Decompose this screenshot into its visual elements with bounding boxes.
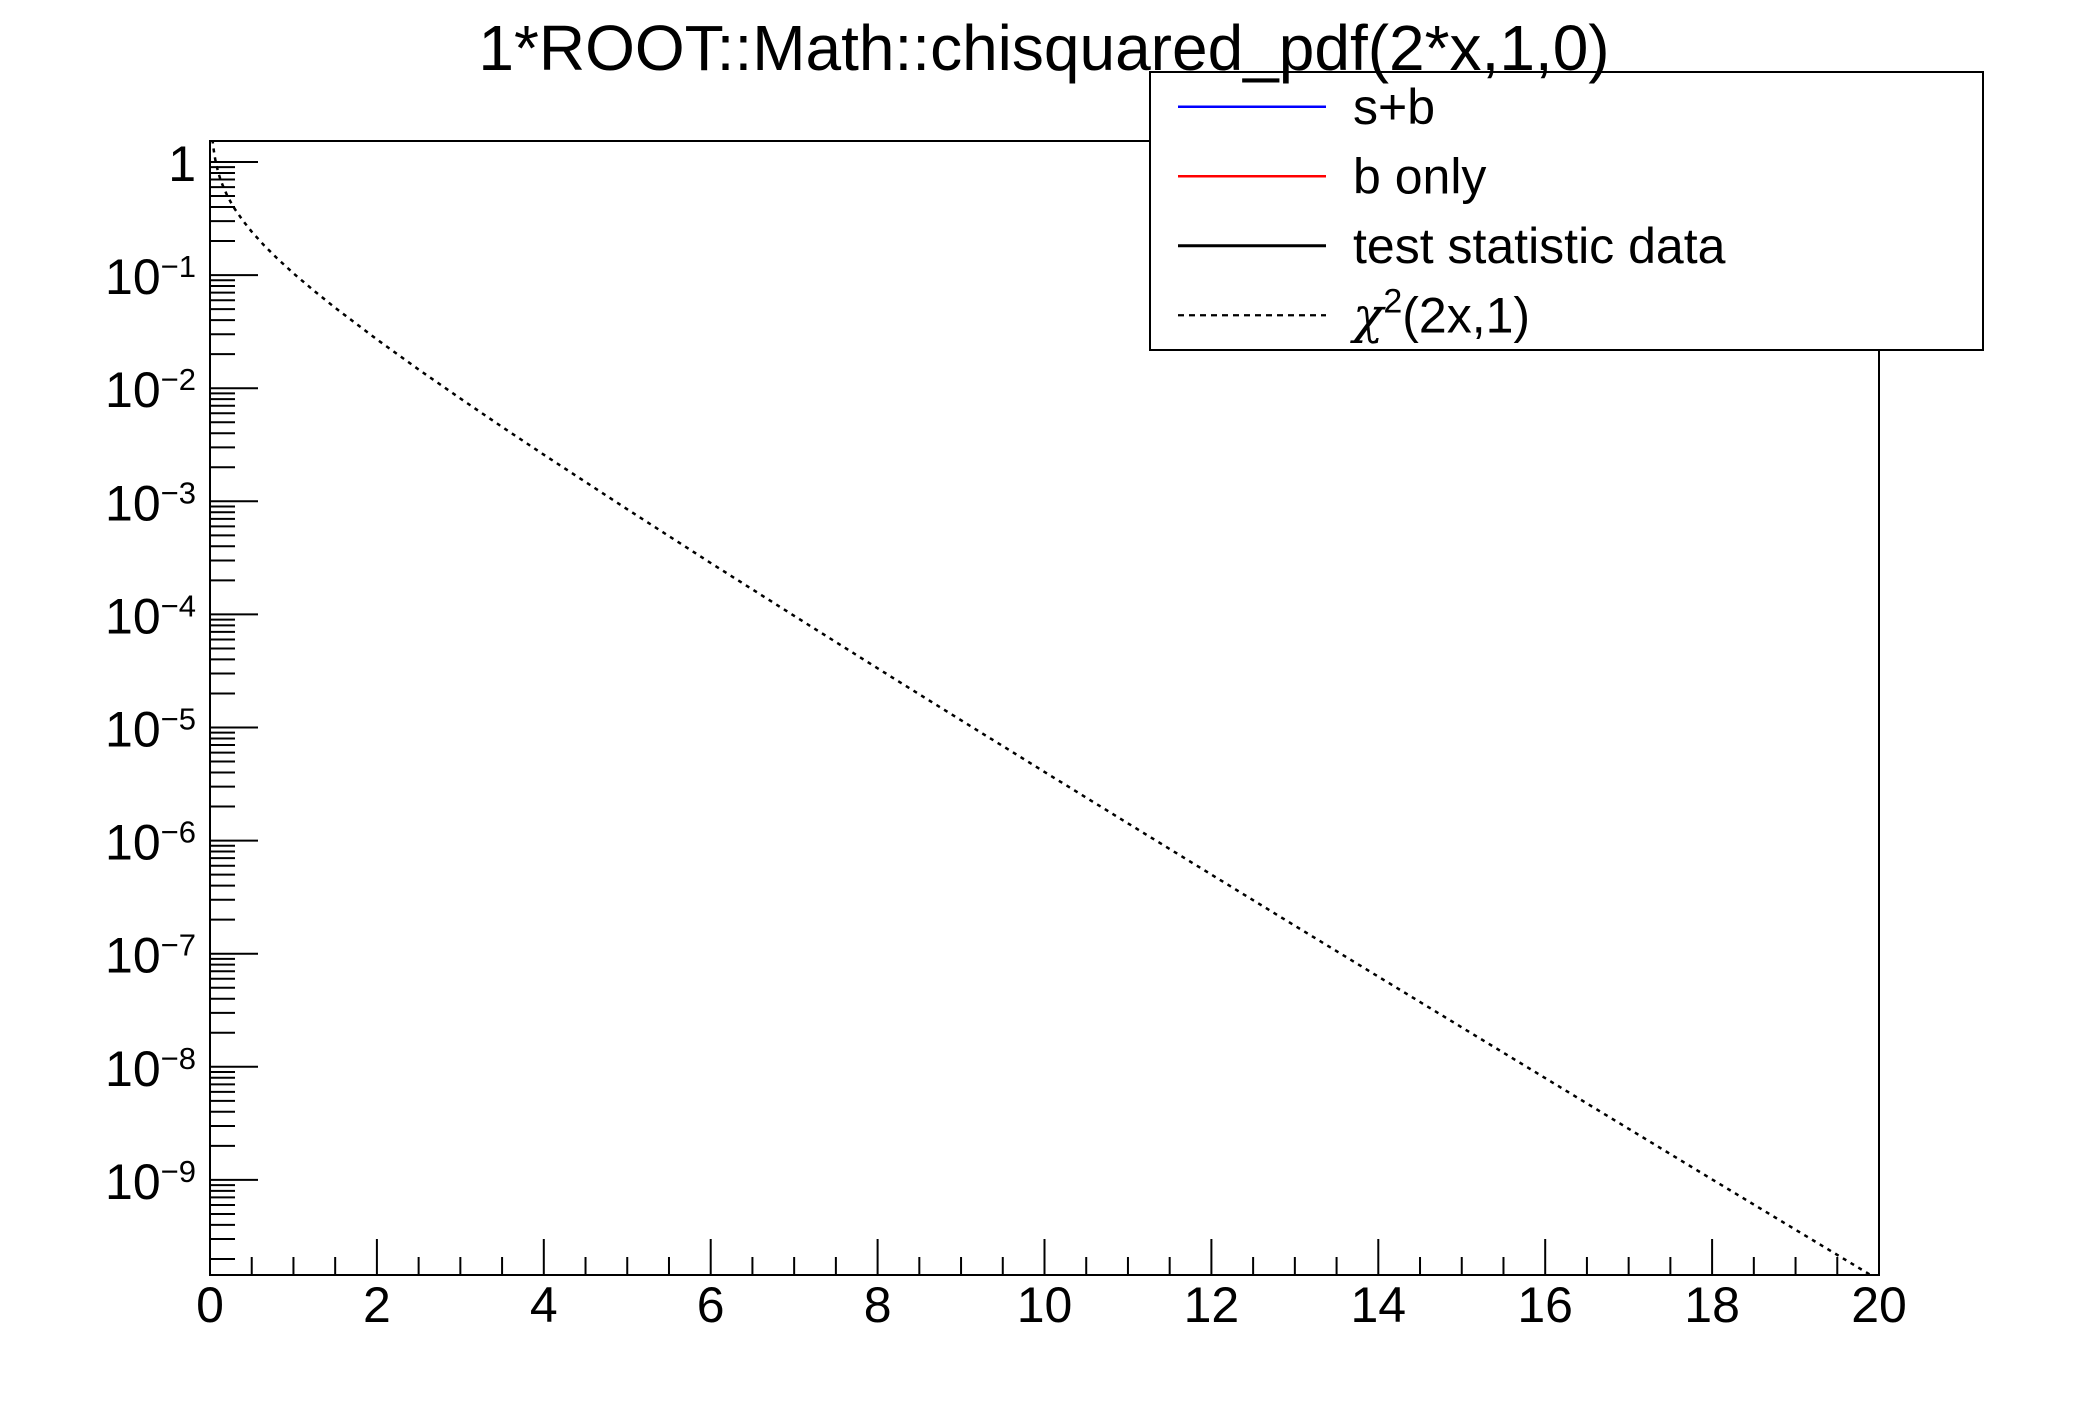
x-axis-label: 8	[864, 1277, 892, 1333]
curve-layer	[211, 141, 1874, 1275]
legend-entry-label: χ2(2x,1)	[1350, 282, 1530, 344]
axes-layer: 0 2 4 6 8 10 12 14 16 18 20 1 10−1 10−2 10−3 10−4 10−5 10…	[105, 136, 1907, 1333]
legend-entry-label: s+b	[1353, 79, 1435, 135]
y-axis-label: 10−9	[105, 1154, 196, 1210]
legend-entry-label: test statistic data	[1353, 218, 1726, 274]
x-axis-label: 0	[196, 1277, 224, 1333]
x-axis-label: 12	[1184, 1277, 1240, 1333]
x-axis-label: 4	[530, 1277, 558, 1333]
x-axis-label: 18	[1684, 1277, 1740, 1333]
x-axis-label: 20	[1851, 1277, 1907, 1333]
y-axis-label: 1	[168, 136, 196, 192]
y-axis-label: 10−2	[105, 362, 196, 418]
y-axis-label: 10−1	[105, 249, 196, 305]
y-axis-label: 10−4	[105, 588, 196, 644]
x-axis-label: 2	[363, 1277, 391, 1333]
legend-box	[1149, 71, 1984, 351]
y-axis-label: 10−6	[105, 815, 196, 871]
y-axis-label: 10−7	[105, 928, 196, 984]
legend-entry-label: b only	[1353, 148, 1486, 204]
legend: s+b b only test statistic data χ2(2x,1)	[1149, 71, 1984, 351]
y-axis-label: 10−3	[105, 475, 196, 531]
y-axis-label: 10−8	[105, 1041, 196, 1097]
x-axis-label: 16	[1517, 1277, 1573, 1333]
x-axis-label: 6	[697, 1277, 725, 1333]
plot-title: 1*ROOT::Math::chisquared_pdf(2*x,1,0)	[478, 12, 1609, 84]
x-axis-label: 14	[1350, 1277, 1406, 1333]
chi2-curve	[211, 141, 1874, 1275]
x-axis-label: 10	[1017, 1277, 1073, 1333]
y-axis-label: 10−5	[105, 702, 196, 758]
